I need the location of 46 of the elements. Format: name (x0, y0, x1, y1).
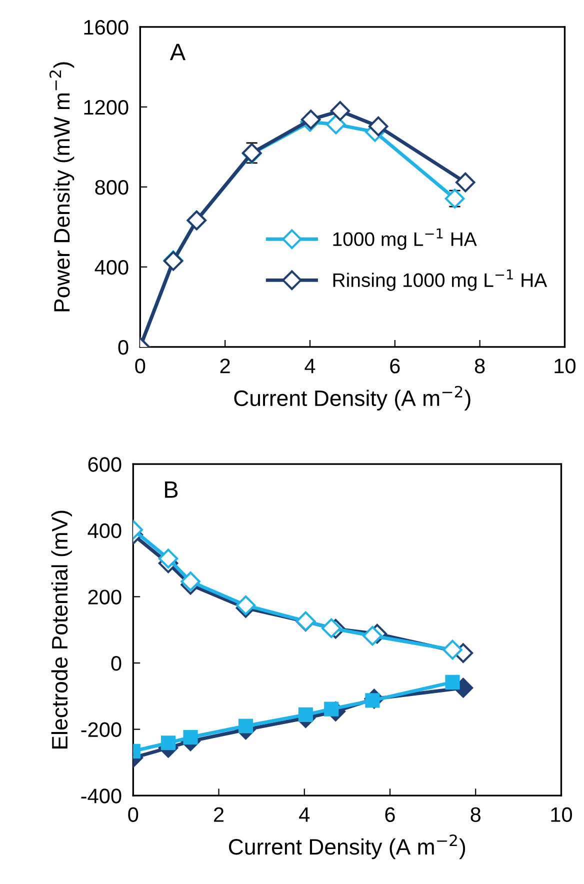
y-axis-title: Power Density (mW m$^{−2}$) (49, 62, 74, 312)
y-tick-label: -200 (81, 722, 122, 738)
x-tick-label: 0 (128, 807, 138, 822)
y-tick-label: 200 (88, 590, 122, 604)
x-tick-label: 4 (304, 358, 316, 374)
legend-label: Rinsing 1000 mg L$^{−1}$ HA (333, 269, 548, 291)
y-tick-label: 800 (95, 180, 128, 195)
point (180, 572, 200, 592)
y-tick-label: -400 (81, 788, 122, 804)
x-tick-label: 2 (220, 358, 230, 374)
x-tick-label: 10 (554, 358, 576, 374)
y-tick-label: 1600 (84, 20, 128, 35)
point (321, 618, 342, 638)
point (455, 172, 476, 192)
text: B (165, 482, 178, 498)
point (158, 548, 178, 568)
y-tick-label: 1200 (84, 100, 128, 115)
point (444, 188, 465, 208)
point (445, 674, 460, 690)
point (183, 730, 198, 745)
point (326, 114, 346, 134)
point (298, 707, 313, 722)
point (330, 101, 350, 121)
x-tick-label: 4 (299, 807, 310, 822)
y-tick-label: 600 (88, 457, 122, 472)
y-axis-title: Electrode Potential (mV) (51, 510, 72, 748)
x-tick-label: 8 (470, 807, 480, 822)
point (160, 736, 176, 750)
y-tick-label: 400 (88, 523, 122, 538)
x-axis-title: Current Density (A m$^{−2}$) (234, 386, 470, 410)
point (442, 640, 462, 660)
text: A (170, 44, 186, 60)
x-tick-label: 2 (214, 807, 224, 822)
y-tick-label: 0 (111, 656, 122, 671)
x-tick-label: 8 (474, 358, 485, 374)
point (238, 718, 254, 734)
y-tick-label: 400 (94, 260, 128, 275)
y-tick-label: 0 (118, 340, 128, 355)
legend-label: 1000 mg L$^{−1}$ HA (333, 228, 477, 250)
point (368, 116, 388, 136)
x-axis-title: Current Density (A m$^{−2}$) (228, 834, 466, 860)
point (362, 626, 382, 646)
x-tick-label: 6 (390, 358, 400, 374)
x-tick-label: 0 (135, 358, 146, 374)
x-tick-label: 6 (385, 807, 395, 822)
x-tick-label: 10 (551, 807, 572, 822)
